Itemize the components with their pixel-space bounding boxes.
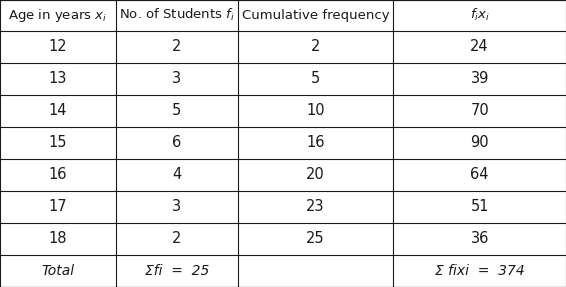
Text: 12: 12 (49, 39, 67, 54)
Text: 4: 4 (172, 167, 182, 183)
Text: 20: 20 (306, 167, 325, 183)
Text: Cumulative frequency: Cumulative frequency (242, 9, 389, 22)
Text: 2: 2 (172, 232, 182, 247)
Text: 70: 70 (470, 103, 489, 119)
Text: Age in years $x_i$: Age in years $x_i$ (8, 7, 108, 24)
Text: Total: Total (41, 264, 75, 278)
Text: 51: 51 (470, 199, 489, 214)
Text: 6: 6 (172, 135, 182, 150)
Text: 13: 13 (49, 71, 67, 86)
Text: 16: 16 (49, 167, 67, 183)
Text: 23: 23 (306, 199, 325, 214)
Text: No. of Students $f_i$: No. of Students $f_i$ (119, 7, 235, 24)
Text: $f_i x_i$: $f_i x_i$ (470, 7, 490, 24)
Text: 10: 10 (306, 103, 325, 119)
Text: 25: 25 (306, 232, 325, 247)
Text: 14: 14 (49, 103, 67, 119)
Text: 3: 3 (172, 71, 182, 86)
Text: 2: 2 (311, 39, 320, 54)
Text: 17: 17 (49, 199, 67, 214)
Text: Σ fixi  =  374: Σ fixi = 374 (435, 264, 525, 278)
Text: 36: 36 (470, 232, 489, 247)
Text: 5: 5 (172, 103, 182, 119)
Text: 24: 24 (470, 39, 489, 54)
Text: Σfi  =  25: Σfi = 25 (145, 264, 209, 278)
Text: 3: 3 (172, 199, 182, 214)
Text: 5: 5 (311, 71, 320, 86)
Text: 16: 16 (306, 135, 325, 150)
Text: 39: 39 (470, 71, 489, 86)
Text: 18: 18 (49, 232, 67, 247)
Text: 64: 64 (470, 167, 489, 183)
Text: 2: 2 (172, 39, 182, 54)
Text: 15: 15 (49, 135, 67, 150)
Text: 90: 90 (470, 135, 489, 150)
